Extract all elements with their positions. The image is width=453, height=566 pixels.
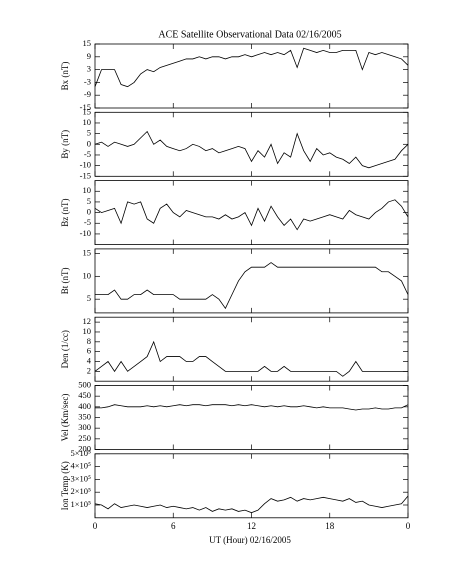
chart-title: ACE Satellite Observational Data 02/16/2…: [158, 29, 341, 40]
x-tick-label: 0: [406, 521, 411, 531]
y-tick-label: 15: [83, 106, 92, 116]
y-tick-label: 15: [83, 247, 92, 257]
y-tick-label: 10: [83, 117, 92, 127]
y-tick-label: -10: [80, 160, 91, 170]
y-tick-label: 5: [87, 196, 91, 206]
y-tick-label: 2: [87, 365, 91, 375]
y-tick-label: 5: [87, 293, 91, 303]
y-tick-label: 4×10⁵: [70, 461, 91, 471]
x-axis-label: UT (Hour) 02/16/2005: [209, 535, 291, 545]
y-tick-label: 6: [87, 346, 91, 356]
y-tick-label: 200: [78, 443, 91, 453]
panel-frame: [94, 453, 409, 519]
y-tick-label: 3: [87, 64, 91, 74]
y-tick-label: -9: [84, 89, 91, 99]
x-tick-label: 6: [171, 521, 176, 531]
data-line: [94, 495, 409, 514]
y-tick-label: 0: [87, 138, 91, 148]
x-tick-label: 12: [247, 521, 256, 531]
y-tick-label: 10: [83, 326, 92, 336]
panel-frame: [94, 180, 409, 246]
y-tick-label: 1×10⁵: [70, 499, 91, 509]
y-tick-label: 400: [78, 401, 91, 411]
panel-frame: [94, 111, 409, 177]
y-tick-label: -15: [80, 170, 91, 180]
x-tick-label: 0: [93, 521, 98, 531]
y-tick-label: 5: [87, 128, 91, 138]
y-tick-label: -5: [84, 217, 91, 227]
y-axis-label: Bt (nT): [60, 268, 70, 295]
y-tick-label: -15: [80, 102, 91, 112]
y-tick-label: 3×10⁵: [70, 473, 91, 483]
y-axis-label: Vel (Km/sec): [60, 394, 70, 442]
data-line: [94, 47, 409, 88]
y-tick-label: 250: [78, 433, 91, 443]
y-tick-label: 300: [78, 422, 91, 432]
y-tick-label: 10: [83, 185, 92, 195]
x-tick-label: 18: [325, 521, 335, 531]
data-line: [94, 130, 409, 169]
y-tick-label: -5: [84, 149, 91, 159]
y-tick-label: 2×10⁵: [70, 486, 91, 496]
y-tick-label: 4: [87, 355, 92, 365]
y-tick-label: 0: [87, 207, 91, 217]
panel-frame: [94, 248, 409, 314]
y-tick-label: 5×10⁵: [70, 448, 91, 458]
y-tick-label: 350: [78, 411, 91, 421]
data-line: [94, 340, 408, 377]
panel-frame: [94, 43, 409, 109]
y-axis-label: Bz (nT): [60, 198, 70, 226]
data-line: [95, 262, 409, 310]
data-line: [95, 404, 409, 411]
panel-frame: [94, 385, 409, 450]
data-line: [94, 199, 409, 231]
y-tick-label: 12: [83, 316, 92, 326]
y-tick-label: -3: [84, 76, 91, 86]
y-tick-label: 9: [87, 51, 91, 61]
y-axis-label: Bx (nT): [60, 62, 70, 91]
y-axis-label: Ion Temp (K): [60, 461, 70, 510]
y-tick-label: 10: [83, 270, 92, 280]
y-tick-label: 15: [83, 38, 92, 48]
y-axis-label: Den (1/cc): [60, 330, 70, 368]
y-tick-label: -10: [80, 228, 91, 238]
y-tick-label: 500: [78, 379, 91, 389]
y-tick-label: 8: [87, 336, 91, 346]
y-tick-label: 450: [78, 390, 91, 400]
y-axis-label: By (nT): [60, 130, 70, 159]
